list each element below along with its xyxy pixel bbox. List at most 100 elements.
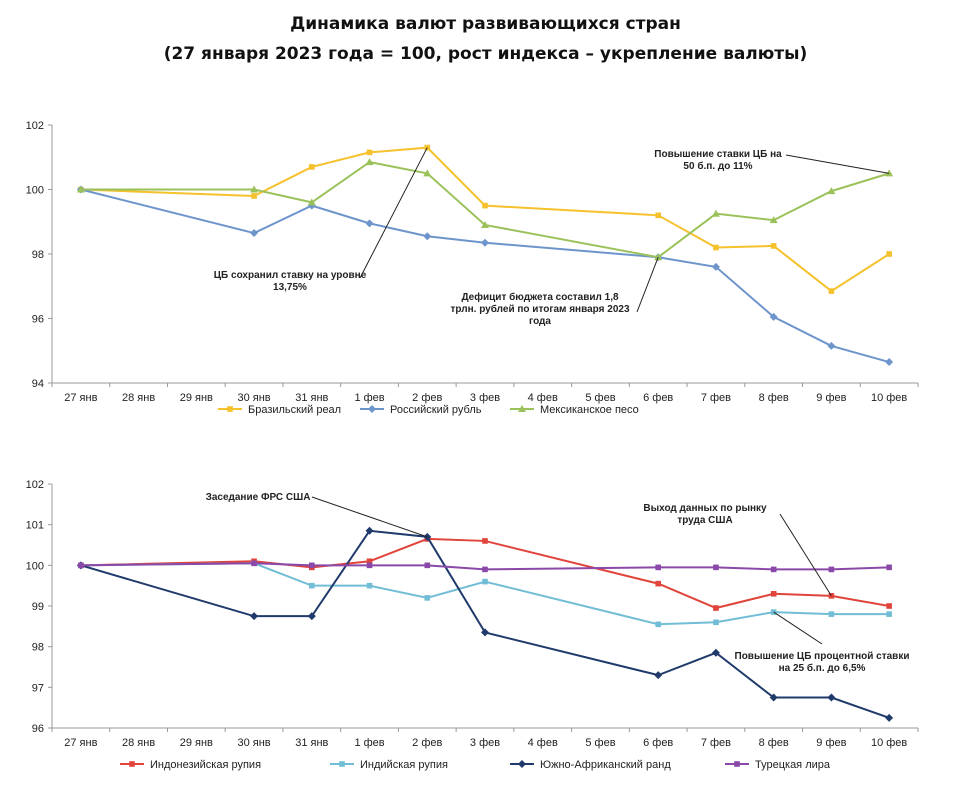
data-point: [423, 532, 432, 541]
chart-title: Динамика валют развивающихся стран: [290, 14, 681, 34]
data-point: [481, 628, 489, 637]
y-tick-label: 98: [32, 249, 44, 261]
x-tick-label: 4 фев: [528, 392, 558, 404]
x-tick-label: 31 янв: [295, 392, 328, 404]
x-tick-label: 1 фев: [354, 737, 384, 749]
data-point: [366, 562, 373, 569]
data-point: [366, 149, 373, 156]
annotation-text: трлн. рублей по итогам января 2023: [450, 303, 629, 315]
data-point: [655, 564, 661, 571]
data-point: [250, 229, 259, 238]
x-tick-label: 9 фев: [816, 737, 846, 749]
series-2: [76, 185, 894, 367]
data-point: [885, 358, 894, 367]
y-tick-label: 102: [26, 479, 44, 491]
x-tick-label: 30 янв: [237, 737, 270, 749]
data-point: [827, 187, 836, 195]
data-point: [886, 564, 892, 571]
data-point: [711, 648, 720, 657]
data-point: [482, 202, 488, 209]
series-4: [78, 560, 892, 573]
legend-marker: [129, 761, 135, 767]
data-point: [770, 566, 777, 573]
data-point: [827, 693, 836, 702]
annotation-text: Выход данных по рынку: [643, 503, 767, 514]
data-point: [309, 164, 315, 170]
series-3: [76, 526, 894, 722]
series-line: [80, 537, 890, 610]
data-point: [769, 312, 778, 321]
data-point: [307, 198, 316, 206]
data-point: [366, 582, 373, 589]
series-line: [80, 188, 890, 364]
x-tick-label: 6 фев: [643, 392, 673, 404]
data-point: [423, 169, 432, 177]
annotation-leader: [311, 496, 428, 538]
legend-item: Индийская рупия: [330, 759, 448, 771]
legend-marker: [227, 406, 233, 412]
legend-item: Бразильский реал: [218, 404, 341, 416]
data-point: [828, 288, 835, 294]
annotation-text: ЦБ сохранил ставку на уровне: [214, 270, 367, 281]
data-point: [655, 621, 661, 628]
x-tick-label: 31 янв: [295, 737, 328, 749]
annotation-leader: [359, 147, 428, 279]
x-tick-label: 5 фев: [585, 737, 615, 749]
legend-item: Индонезийская рупия: [120, 759, 261, 771]
data-point: [424, 595, 431, 601]
x-tick-label: 8 фев: [759, 737, 789, 749]
y-tick-label: 99: [32, 601, 44, 613]
chart-bottom: 96 97 98 99 100 101 102 27 янв 28 янв 29 янв 30 ян…: [26, 479, 919, 771]
annotation-leader: [785, 154, 890, 174]
x-tick-label: 5 фев: [585, 392, 615, 404]
y-tick-label: 100: [26, 185, 44, 197]
data-point: [366, 558, 373, 565]
y-tick-label: 101: [26, 520, 44, 532]
data-point: [713, 619, 719, 626]
annotation-text: труда США: [677, 515, 732, 526]
data-point: [78, 562, 84, 569]
data-point: [770, 243, 777, 249]
data-point: [424, 562, 431, 569]
data-point: [713, 605, 719, 611]
data-point: [251, 193, 257, 199]
data-point: [828, 593, 835, 599]
x-tick-label: 6 фев: [643, 737, 673, 749]
annotation-leader: [636, 257, 659, 313]
x-tick-label: 30 янв: [237, 392, 270, 404]
data-point: [309, 562, 315, 569]
legend-marker: [339, 761, 345, 767]
y-tick-label: 100: [26, 560, 44, 572]
x-tick-label: 27 янв: [64, 392, 97, 404]
x-tick-label: 27 янв: [64, 737, 97, 749]
annotation-leader: [779, 513, 832, 597]
legend-marker: [518, 405, 526, 412]
legend-item: Турецкая лира: [725, 759, 831, 771]
data-point: [365, 219, 374, 228]
x-tick-label: 10 фев: [871, 737, 907, 749]
data-point: [655, 212, 661, 219]
data-point: [770, 591, 777, 597]
annotation-text: Повышение ставки ЦБ на: [654, 149, 782, 160]
y-tick-label: 94: [32, 378, 44, 390]
data-point: [481, 220, 489, 228]
annotation-text: на 25 б.п. до 6,5%: [779, 662, 866, 674]
legend-label: Индонезийская рупия: [150, 759, 261, 771]
data-point: [365, 158, 374, 166]
data-point: [654, 671, 663, 680]
annotation-text: Заседание ФРС США: [206, 492, 311, 503]
legend-marker: [734, 761, 740, 767]
x-tick-label: 4 фев: [528, 737, 558, 749]
data-point: [885, 713, 894, 722]
y-tick-label: 96: [32, 723, 44, 735]
legend-label: Российский рубль: [390, 404, 482, 416]
series-line: [80, 529, 890, 719]
data-point: [482, 578, 488, 585]
y-tick-label: 97: [32, 682, 44, 694]
data-point: [365, 526, 374, 535]
data-point: [828, 611, 835, 617]
data-point: [886, 611, 892, 617]
data-point: [827, 341, 836, 350]
data-point: [250, 185, 259, 193]
y-tick-label: 102: [26, 120, 44, 132]
